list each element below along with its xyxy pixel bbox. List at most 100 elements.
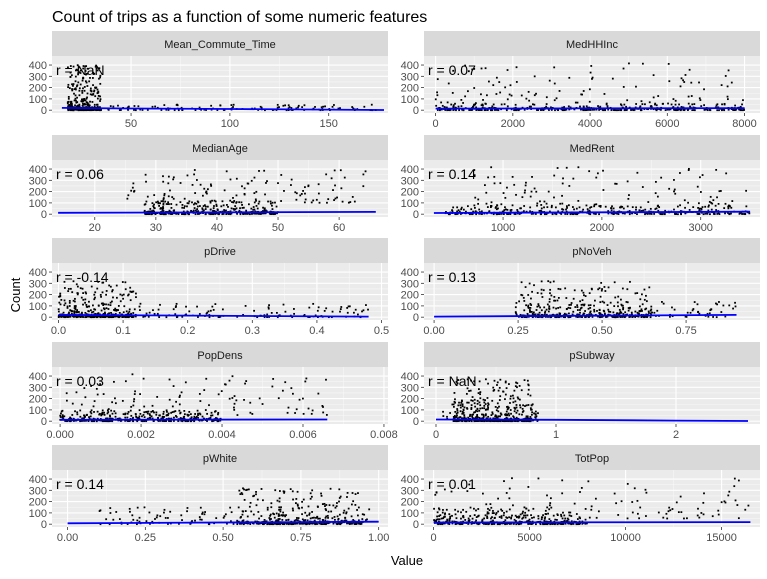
data-point	[524, 379, 526, 381]
data-point	[129, 508, 131, 510]
data-point	[252, 495, 254, 497]
data-point	[139, 409, 141, 411]
data-point	[520, 294, 522, 296]
data-point	[129, 511, 131, 513]
data-point	[224, 189, 226, 191]
data-point	[524, 192, 526, 194]
data-point	[98, 414, 100, 416]
data-point	[59, 295, 61, 297]
data-point	[305, 378, 307, 380]
data-point	[311, 413, 313, 415]
data-point	[477, 408, 479, 410]
data-point	[463, 109, 465, 111]
data-point	[332, 311, 334, 313]
data-point	[135, 293, 137, 295]
data-point	[293, 313, 295, 315]
data-point	[709, 109, 711, 111]
data-point	[453, 406, 455, 408]
data-point	[340, 169, 342, 171]
data-point	[297, 504, 299, 506]
data-point	[662, 103, 664, 105]
data-point	[77, 293, 79, 295]
data-point	[600, 205, 602, 207]
data-point	[128, 106, 130, 108]
data-point	[116, 309, 118, 311]
data-point	[580, 93, 582, 95]
data-point	[102, 410, 104, 412]
data-point	[453, 416, 455, 418]
data-point	[536, 309, 538, 311]
data-point	[297, 491, 299, 493]
data-point	[485, 103, 487, 105]
data-point	[297, 519, 299, 521]
data-point	[590, 304, 592, 306]
data-point	[479, 380, 481, 382]
data-point	[84, 298, 86, 300]
data-point	[648, 286, 650, 288]
data-point	[75, 98, 77, 100]
data-point	[71, 414, 73, 416]
data-point	[124, 413, 126, 415]
data-point	[243, 207, 245, 209]
data-point	[102, 316, 104, 318]
data-point	[229, 380, 231, 382]
data-point	[247, 183, 249, 185]
data-point	[209, 200, 211, 202]
data-point	[245, 380, 247, 382]
data-point	[265, 182, 267, 184]
data-point	[245, 510, 247, 512]
data-point	[568, 313, 570, 315]
data-point	[547, 280, 549, 282]
data-point	[112, 519, 114, 521]
data-point	[632, 206, 634, 208]
y-tick-label: 400	[29, 60, 47, 72]
data-point	[640, 206, 642, 208]
data-point	[119, 312, 121, 314]
data-point	[206, 191, 208, 193]
data-point	[183, 416, 185, 418]
data-point	[143, 414, 145, 416]
data-point	[268, 308, 270, 310]
data-point	[524, 512, 526, 514]
data-point	[233, 407, 235, 409]
data-point	[519, 399, 521, 401]
data-point	[479, 408, 481, 410]
data-point	[239, 493, 241, 495]
data-point	[626, 301, 628, 303]
data-point	[334, 519, 336, 521]
data-point	[629, 213, 631, 215]
data-point	[321, 495, 323, 497]
data-point	[680, 85, 682, 87]
data-point	[312, 303, 314, 305]
x-tick-label: 1	[553, 429, 559, 441]
data-point	[673, 98, 675, 100]
data-point	[195, 213, 197, 215]
data-point	[602, 170, 604, 172]
data-point	[484, 184, 486, 186]
data-point	[505, 208, 507, 210]
data-point	[322, 406, 324, 408]
data-point	[223, 517, 225, 519]
data-point	[565, 209, 567, 211]
data-point	[112, 413, 114, 415]
data-point	[710, 196, 712, 198]
data-point	[58, 308, 60, 310]
data-point	[327, 198, 329, 200]
data-point	[604, 93, 606, 95]
y-tick-label: 200	[29, 394, 47, 406]
data-point	[492, 387, 494, 389]
y-tick-label: 200	[401, 290, 419, 302]
data-point	[123, 294, 125, 296]
data-point	[199, 400, 201, 402]
data-point	[549, 301, 551, 303]
data-point	[199, 313, 201, 315]
data-point	[570, 304, 572, 306]
data-point	[671, 104, 673, 106]
data-point	[531, 311, 533, 313]
data-point	[262, 207, 264, 209]
data-point	[608, 286, 610, 288]
data-point	[532, 313, 534, 315]
data-point	[478, 209, 480, 211]
data-point	[144, 506, 146, 508]
data-point	[629, 307, 631, 309]
